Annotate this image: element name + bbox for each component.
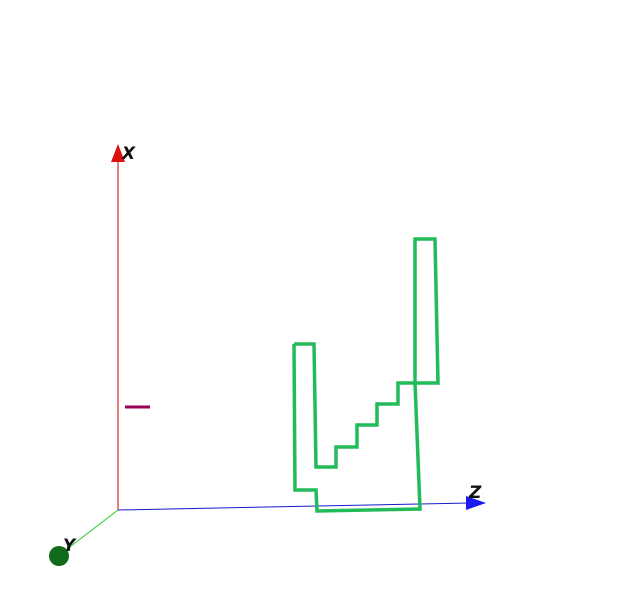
y-axis-marker [49, 546, 69, 566]
z-axis-line [117, 502, 471, 511]
x-axis-label: X [121, 144, 136, 164]
x-axis-arrow [111, 144, 125, 162]
y-axis-line [61, 509, 119, 554]
y-axis-label: Y [63, 536, 77, 556]
z-axis-arrow [466, 496, 486, 510]
staircase-shape-outline [292, 237, 440, 513]
z-axis-label: Z [468, 483, 482, 503]
